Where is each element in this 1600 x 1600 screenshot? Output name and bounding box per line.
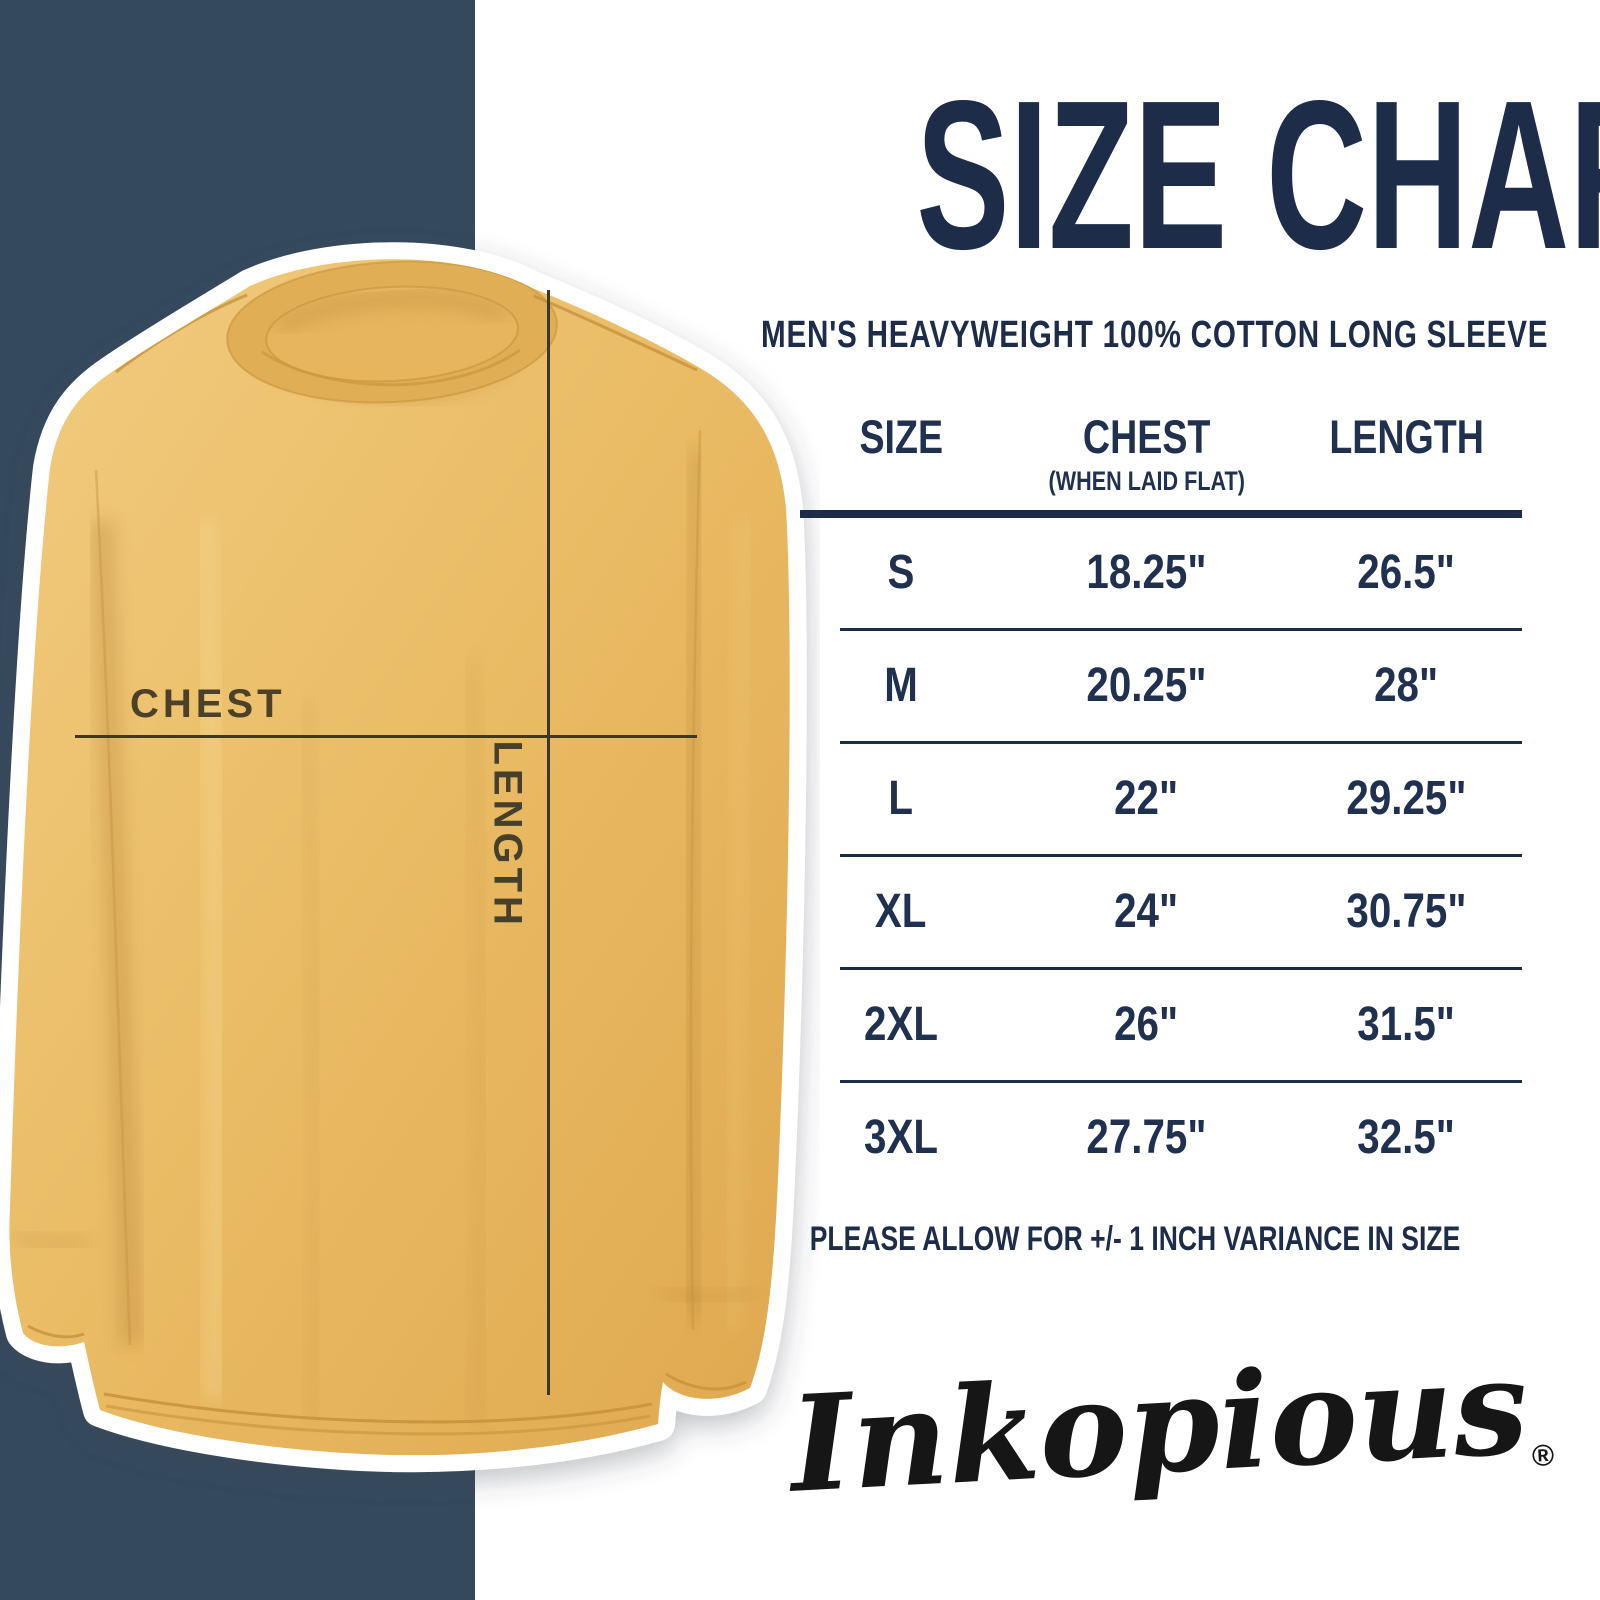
row-separator (840, 1079, 1522, 1083)
cell-chest: 18.25" (1086, 546, 1207, 600)
row-separator (840, 740, 1522, 744)
table-row: XL 24" 30.75" (800, 857, 1522, 967)
cell-length: 26.5" (1357, 546, 1456, 600)
cell-length: 29.25" (1346, 772, 1467, 826)
table-header-rule (800, 509, 1522, 518)
table-row: 2XL 26" 31.5" (800, 970, 1522, 1080)
page-subtitle: MEN'S HEAVYWEIGHT 100% COTTON LONG SLEEV… (761, 314, 1549, 356)
page-title: SIZE CHART (916, 56, 1600, 293)
chest-measure-label: CHEST (130, 682, 286, 726)
column-header-chest: CHEST (WHEN LAID FLAT) (1002, 412, 1291, 496)
brand-name: Inkopious (786, 1329, 1532, 1523)
row-separator (840, 853, 1522, 857)
chest-measure-line (75, 735, 697, 738)
size-table-header: SIZE CHEST (WHEN LAID FLAT) LENGTH (800, 412, 1522, 496)
shirt-photo (0, 242, 807, 1473)
column-header-length: LENGTH (1329, 410, 1484, 463)
table-row: M 20.25" 28" (800, 631, 1522, 741)
cell-length: 32.5" (1357, 1111, 1456, 1165)
table-row: S 18.25" 26.5" (800, 518, 1522, 628)
length-measure-label: LENGTH (485, 740, 530, 929)
cell-chest: 24" (1114, 885, 1179, 939)
column-header-size: SIZE (859, 410, 943, 463)
cell-chest: 26" (1114, 998, 1179, 1052)
brand-logo: Inkopious® (776, 1328, 1563, 1524)
size-table: SIZE CHEST (WHEN LAID FLAT) LENGTH S 18.… (800, 412, 1522, 1193)
cell-length: 30.75" (1346, 885, 1467, 939)
cell-size: 3XL (864, 1111, 939, 1165)
cell-chest: 22" (1114, 772, 1179, 826)
column-header-chest-note: (WHEN LAID FLAT) (1048, 466, 1245, 497)
cell-length: 28" (1374, 659, 1439, 713)
variance-note: PLEASE ALLOW FOR +/- 1 INCH VARIANCE IN … (809, 1220, 1461, 1258)
table-row: L 22" 29.25" (800, 744, 1522, 854)
cell-chest: 20.25" (1086, 659, 1207, 713)
cell-chest: 27.75" (1086, 1111, 1207, 1165)
registered-trademark-icon: ® (1531, 1438, 1556, 1474)
cell-size: S (887, 546, 915, 600)
row-separator (840, 627, 1522, 631)
cell-size: M (884, 659, 918, 713)
cell-size: XL (875, 885, 927, 939)
cell-length: 31.5" (1357, 998, 1456, 1052)
length-measure-line (547, 290, 550, 1395)
table-row: 3XL 27.75" 32.5" (800, 1083, 1522, 1193)
cell-size: L (888, 772, 914, 826)
row-separator (840, 966, 1522, 970)
cell-size: 2XL (864, 998, 939, 1052)
